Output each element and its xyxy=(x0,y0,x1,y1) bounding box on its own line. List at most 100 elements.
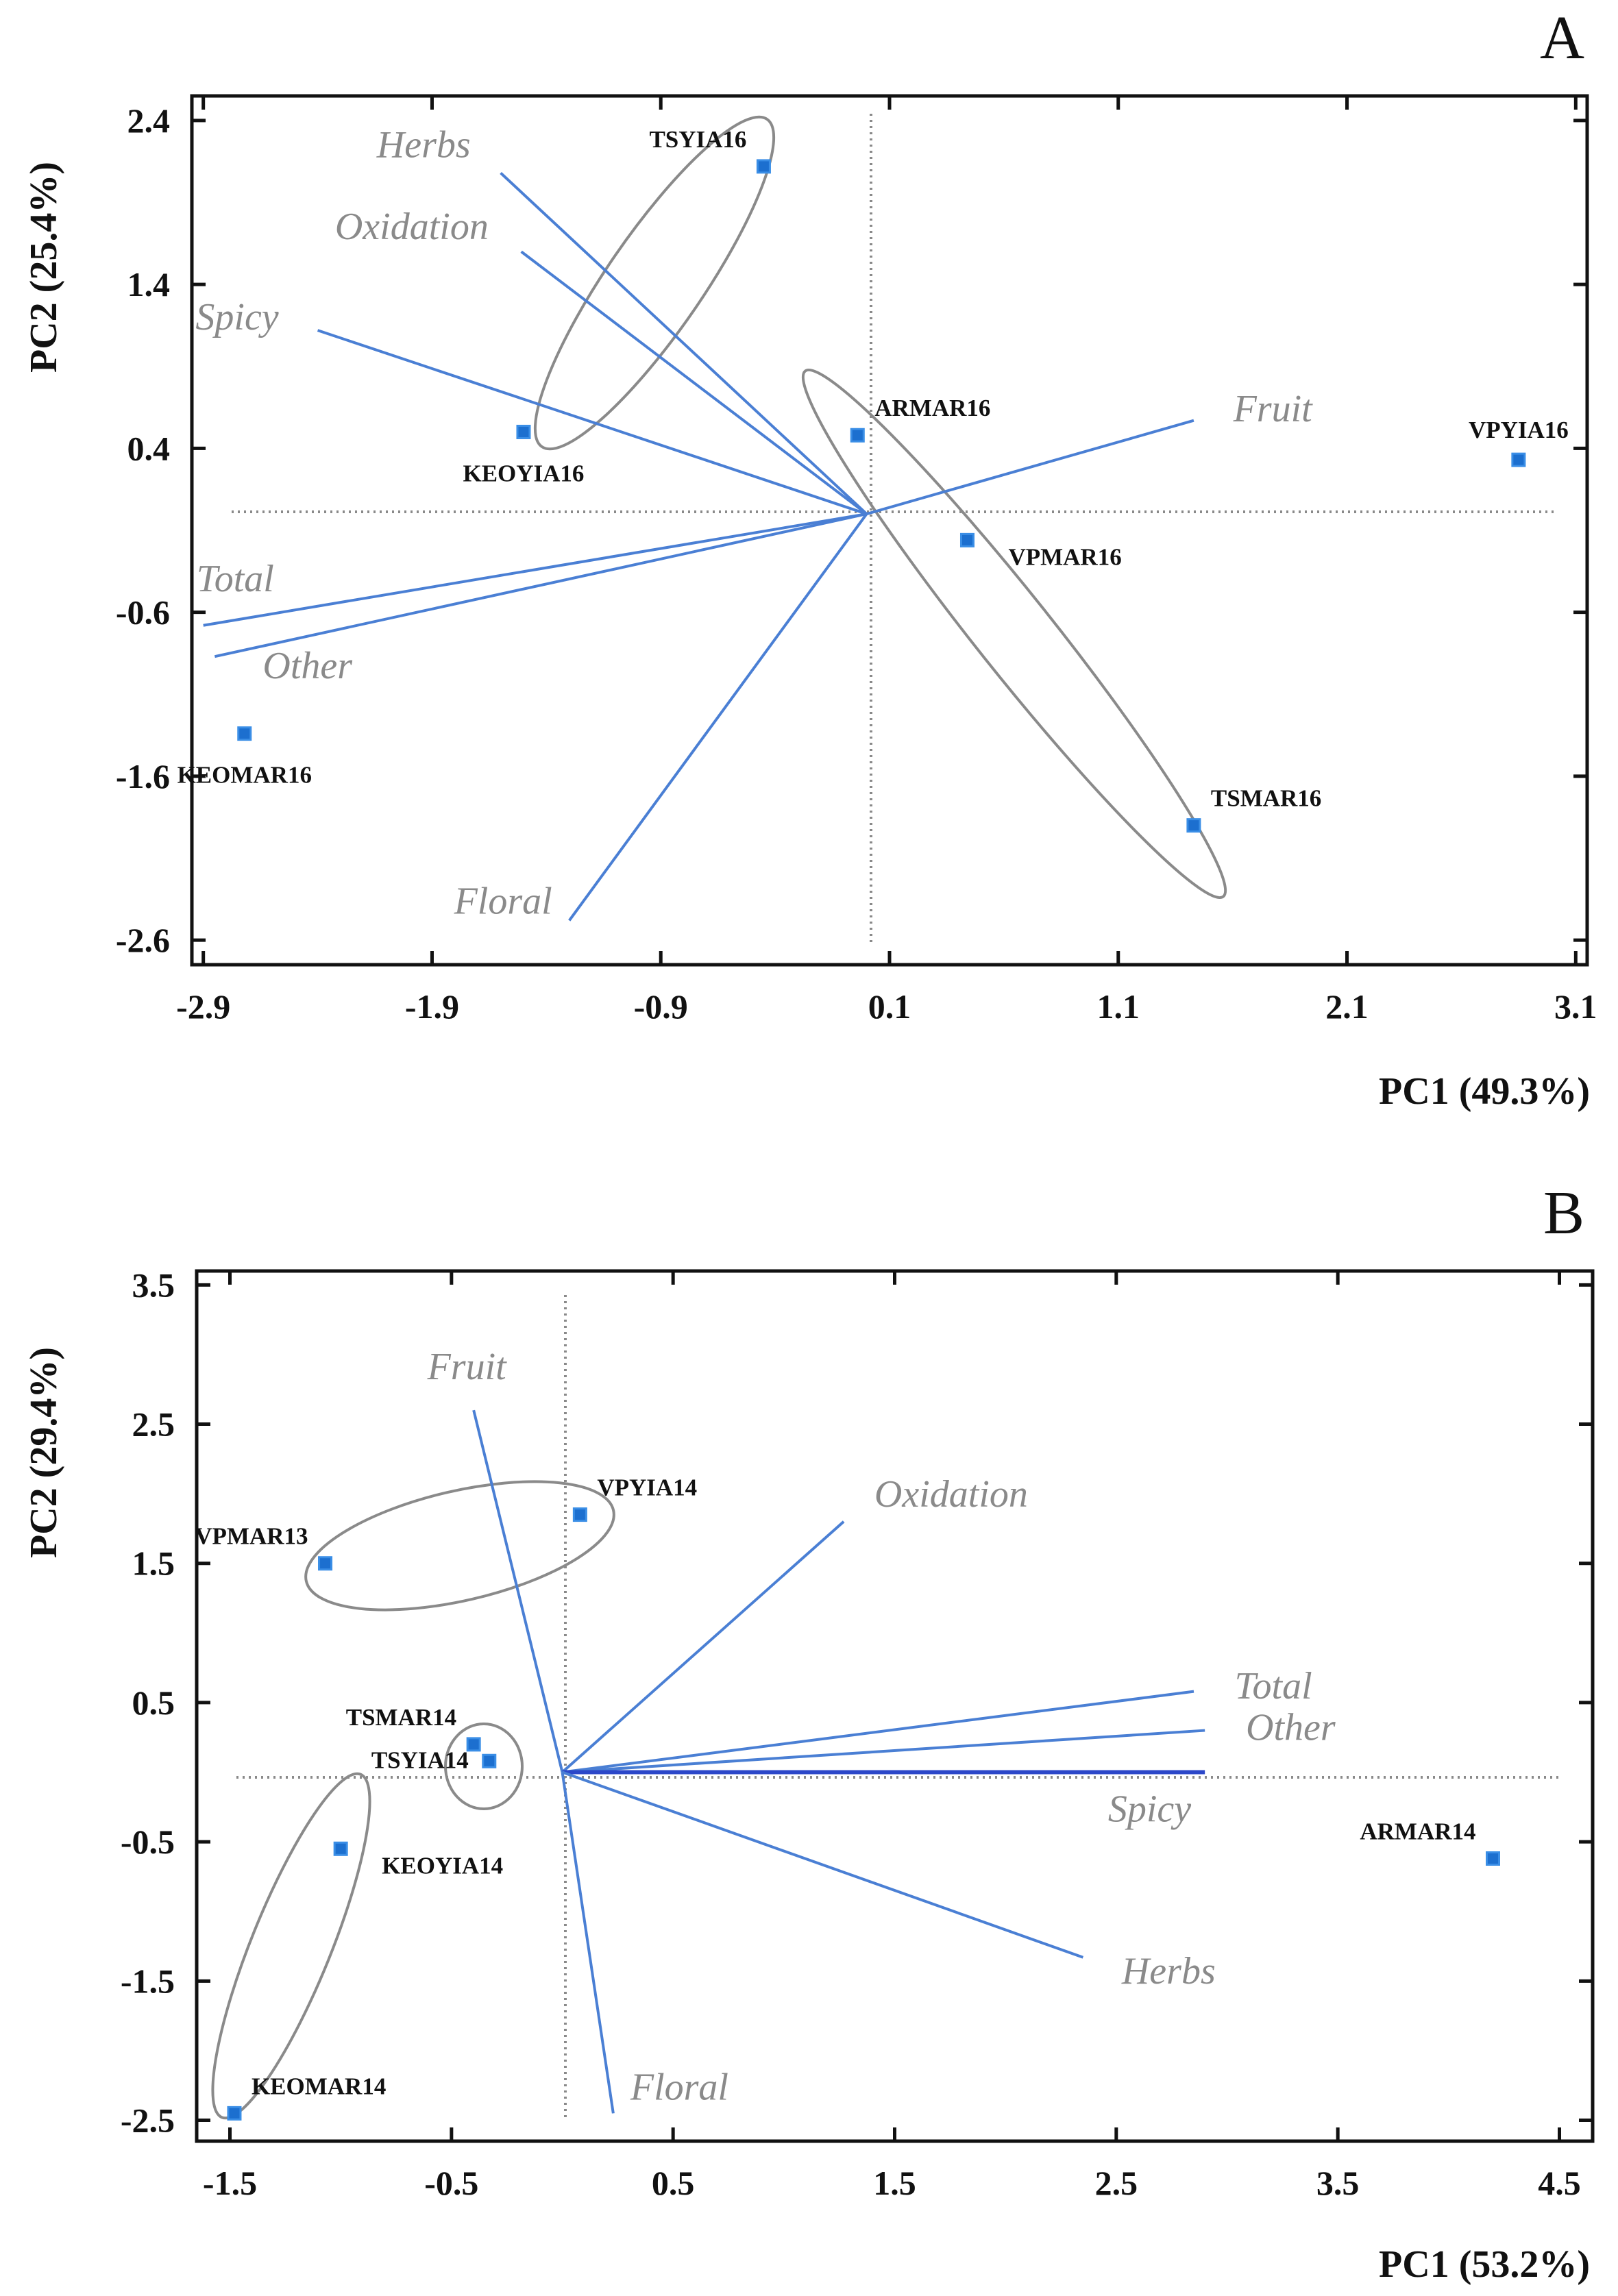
point-label-armar14: ARMAR14 xyxy=(1360,1818,1475,1845)
variable-label-other: Other xyxy=(1246,1707,1336,1749)
data-point-armar16 xyxy=(850,428,865,443)
observation-labels-b: VPMAR13 VPYIA14 TSMAR14 TSYIA14 KEOYIA14 KEOM… xyxy=(195,1474,1475,2100)
variable-label-floral: Floral xyxy=(454,880,552,922)
data-point-tsyia14 xyxy=(482,1753,497,1768)
y-tick-label: 0.4 xyxy=(127,429,171,467)
cluster-ellipse-tsyia16-keoyia16 xyxy=(533,115,776,451)
data-point-vpyia16 xyxy=(1511,452,1526,467)
loading-vector-other xyxy=(214,513,868,658)
panel-label-b: B xyxy=(1543,1179,1584,1247)
point-label-vpyia16: VPYIA16 xyxy=(1469,417,1569,443)
x-axis-title-a: PC1 (49.3%) xyxy=(1379,1070,1590,1113)
x-tick-label: -0.5 xyxy=(424,2164,478,2202)
y-tick-label: -0.6 xyxy=(116,593,170,632)
y-tick-label: -2.5 xyxy=(121,2101,175,2140)
loading-vector-oxidation xyxy=(520,250,868,515)
x-tick-label: -1.5 xyxy=(203,2164,257,2202)
axis-ticks-a: -2.9 -1.9 -0.9 0.1 1.1 2.1 3.1 -2.6 -1.6 -0.6 0.4 1… xyxy=(116,96,1597,1026)
x-tick-label: 4.5 xyxy=(1538,2164,1581,2202)
point-label-keoyia16: KEOYIA16 xyxy=(463,460,584,486)
variable-label-total: Total xyxy=(1235,1665,1312,1707)
y-tick-label: 0.5 xyxy=(132,1683,175,1722)
point-label-armar16: ARMAR16 xyxy=(874,395,990,421)
data-point-keomar16 xyxy=(237,726,252,741)
loading-vector-floral xyxy=(561,1772,615,2114)
observation-points-b xyxy=(227,1507,1500,2121)
data-point-tsmar16 xyxy=(1186,818,1201,833)
x-tick-label: 2.5 xyxy=(1095,2164,1138,2202)
data-point-vpmar13 xyxy=(318,1556,333,1571)
point-label-vpmar13: VPMAR13 xyxy=(195,1523,308,1550)
x-tick-label: 2.1 xyxy=(1325,987,1369,1026)
point-label-tsmar16: TSMAR16 xyxy=(1211,785,1321,812)
point-label-tsyia16: TSYIA16 xyxy=(649,126,746,153)
loading-vector-fruit xyxy=(866,419,1194,515)
loading-vector-fruit xyxy=(472,1409,564,1773)
loading-vector-herbs xyxy=(561,1770,1084,1959)
y-tick-label: 1.5 xyxy=(132,1544,175,1583)
loading-vector-total xyxy=(562,1690,1194,1774)
x-tick-label: 1.5 xyxy=(873,2164,916,2202)
variable-label-fruit: Fruit xyxy=(1233,388,1314,430)
x-tick-label: -0.9 xyxy=(634,987,688,1026)
y-tick-label: 3.5 xyxy=(132,1266,175,1304)
x-tick-label: 0.1 xyxy=(868,987,911,1026)
axis-ticks-b: -1.5 -0.5 0.5 1.5 2.5 3.5 4.5 -2.5 -1.5 -0.5 0.5 1.… xyxy=(121,1266,1593,2202)
variable-label-herbs: Herbs xyxy=(1121,1950,1216,1992)
x-axis-title-b: PC1 (53.2%) xyxy=(1379,2243,1590,2286)
loading-vector-herbs xyxy=(500,171,868,515)
variable-label-oxidation: Oxidation xyxy=(874,1473,1028,1516)
loading-vector-oxidation xyxy=(561,1520,845,1774)
data-point-keomar14 xyxy=(227,2106,242,2121)
y-tick-label: -1.6 xyxy=(116,757,170,795)
data-point-keoyia14 xyxy=(333,1841,348,1856)
variable-label-fruit: Fruit xyxy=(427,1346,508,1388)
y-axis-title-a: PC2 (25.4%) xyxy=(23,162,65,373)
x-tick-label: -2.9 xyxy=(176,987,230,1026)
cluster-ellipse-keoyia14-keomar14 xyxy=(211,1772,371,2120)
loading-vector-floral xyxy=(568,513,868,922)
observation-labels-a: TSYIA16KEOYIA16ARMAR16VPYIA16VPMAR16KEOM… xyxy=(177,126,1569,812)
data-point-vpyia14 xyxy=(572,1507,587,1522)
data-point-tsmar14 xyxy=(466,1737,481,1752)
y-tick-label: -1.5 xyxy=(121,1962,175,2000)
cluster-ellipse-armar16-tsmar16 xyxy=(801,368,1227,900)
loading-vector-total xyxy=(203,513,867,627)
point-label-keoyia14: KEOYIA14 xyxy=(382,1852,503,1879)
data-point-vpmar16 xyxy=(959,532,975,547)
variable-label-herbs: Herbs xyxy=(376,124,471,166)
variable-label-spicy: Spicy xyxy=(195,296,278,338)
y-tick-label: 2.5 xyxy=(132,1405,175,1444)
point-label-vpyia14: VPYIA14 xyxy=(597,1474,697,1501)
loading-vector-spicy xyxy=(317,329,868,515)
variable-label-spicy: Spicy xyxy=(1108,1788,1191,1831)
x-tick-label: 1.1 xyxy=(1097,987,1140,1026)
y-tick-label: 1.4 xyxy=(127,265,171,304)
variable-label-other: Other xyxy=(262,645,352,687)
x-tick-label: 3.1 xyxy=(1554,987,1597,1026)
loading-vector-other xyxy=(562,1729,1205,1774)
loading-vectors-a xyxy=(203,171,1194,922)
data-point-tsyia16 xyxy=(756,159,771,174)
variable-label-floral: Floral xyxy=(630,2066,728,2108)
data-point-armar14 xyxy=(1486,1851,1500,1866)
y-tick-label: -0.5 xyxy=(121,1823,175,1861)
x-tick-label: 3.5 xyxy=(1316,2164,1360,2202)
point-label-tsyia14: TSYIA14 xyxy=(371,1746,469,1773)
x-tick-label: 0.5 xyxy=(652,2164,695,2202)
y-axis-title-b: PC2 (29.4%) xyxy=(23,1347,65,1558)
point-label-tsmar14: TSMAR14 xyxy=(346,1704,456,1731)
variable-labels-a: Herbs Oxidation Spicy Fruit Total Other Floral xyxy=(195,124,1313,923)
cluster-ellipse-vpmar13-vpyia14 xyxy=(304,1480,615,1612)
data-point-keoyia16 xyxy=(516,424,531,439)
x-tick-label: -1.9 xyxy=(405,987,459,1026)
point-label-vpmar16: VPMAR16 xyxy=(1008,543,1121,570)
panel-label-a: A xyxy=(1540,4,1584,72)
loading-vectors-b xyxy=(472,1409,1205,2114)
cluster-ellipse-tsmar14-tsyia14 xyxy=(444,1723,524,1810)
variable-label-oxidation: Oxidation xyxy=(335,206,489,248)
y-tick-label: 2.4 xyxy=(127,101,171,140)
